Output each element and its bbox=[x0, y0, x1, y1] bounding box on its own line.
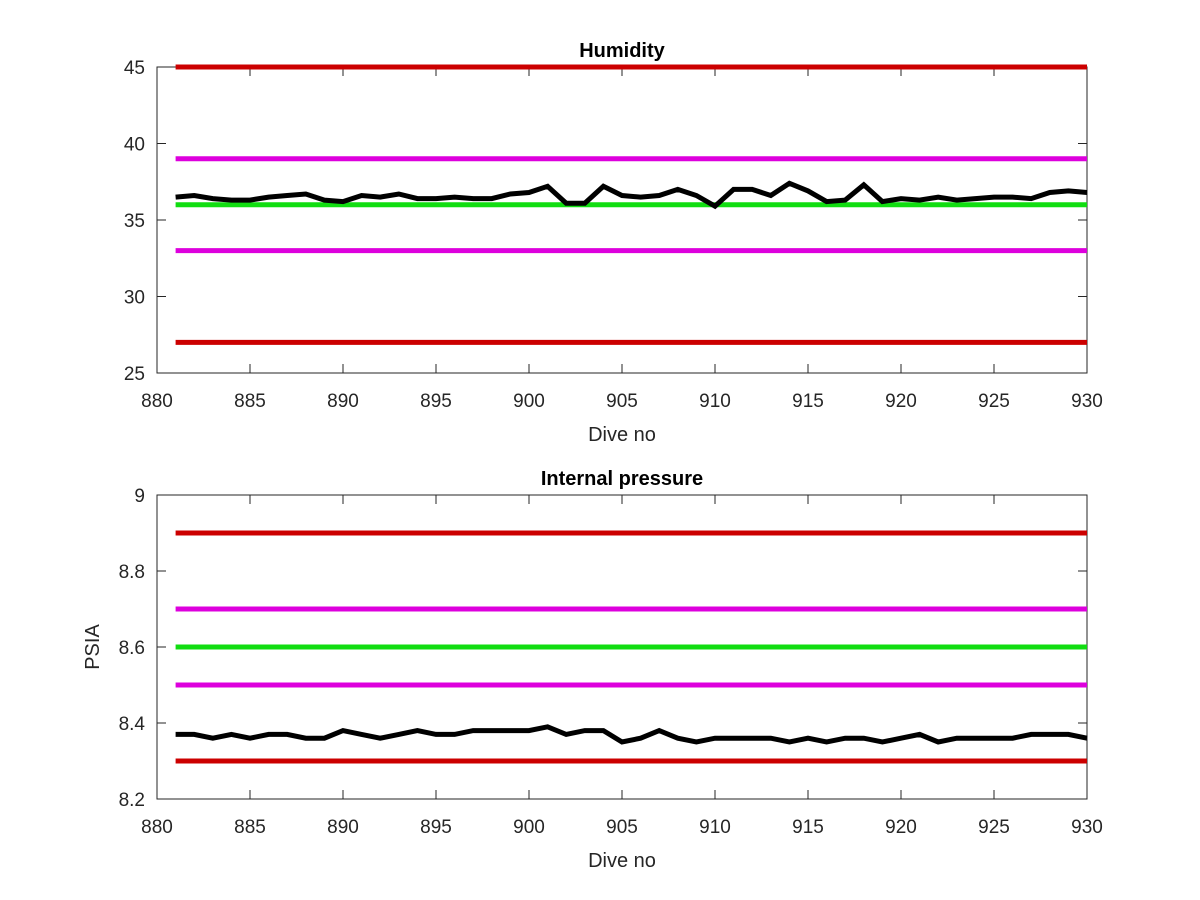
x-tick-label: 900 bbox=[513, 391, 545, 412]
x-tick-label: 895 bbox=[420, 391, 452, 412]
y-tick-label: 8.8 bbox=[119, 562, 145, 583]
x-tick-label: 920 bbox=[885, 817, 917, 838]
chart-panel-1: 880 885 890 895 900 905 910 915 920 925 930 25 30 35 4… bbox=[124, 40, 1103, 446]
x-tick-label: 895 bbox=[420, 817, 452, 838]
y-tick-label: 30 bbox=[124, 288, 145, 309]
y-tick-label: 40 bbox=[124, 135, 145, 156]
plot-frame bbox=[156, 66, 1088, 374]
x-tick-label: 900 bbox=[513, 817, 545, 838]
x-tick-label: 910 bbox=[699, 391, 731, 412]
y-tick-label: 8.4 bbox=[119, 714, 146, 735]
x-tick-label: 925 bbox=[978, 391, 1010, 412]
x-tick-label: 880 bbox=[141, 391, 173, 412]
y-axis-label: PSIA bbox=[82, 624, 104, 670]
x-tick-label: 915 bbox=[792, 391, 824, 412]
series-line-6 bbox=[175, 724, 1088, 745]
x-tick-label: 930 bbox=[1071, 817, 1103, 838]
y-tick-label: 45 bbox=[124, 58, 145, 79]
x-tick-label: 930 bbox=[1071, 391, 1103, 412]
x-tick-label: 910 bbox=[699, 817, 731, 838]
y-tick-label: 9 bbox=[134, 486, 145, 507]
x-axis-label: Dive no bbox=[588, 424, 656, 446]
x-tick-label: 905 bbox=[606, 391, 638, 412]
y-tick-label: 25 bbox=[124, 364, 145, 385]
series-line-6 bbox=[175, 180, 1088, 210]
x-axis-label: Dive no bbox=[588, 850, 656, 872]
y-tick-label: 8.6 bbox=[119, 638, 145, 659]
y-tick-label: 35 bbox=[124, 211, 145, 232]
chart-title: Humidity bbox=[579, 40, 665, 62]
x-tick-label: 905 bbox=[606, 817, 638, 838]
x-tick-label: 885 bbox=[234, 817, 266, 838]
chart-panel-2: 880 885 890 895 900 905 910 915 920 925 930 8.2 8.4 8… bbox=[82, 468, 1103, 872]
y-tick-label: 8.2 bbox=[119, 790, 145, 811]
x-tick-label: 925 bbox=[978, 817, 1010, 838]
x-tick-label: 880 bbox=[141, 817, 173, 838]
x-tick-label: 915 bbox=[792, 817, 824, 838]
chart-title: Internal pressure bbox=[541, 468, 703, 490]
x-tick-label: 890 bbox=[327, 391, 359, 412]
x-tick-label: 885 bbox=[234, 391, 266, 412]
x-tick-label: 890 bbox=[327, 817, 359, 838]
x-tick-label: 920 bbox=[885, 391, 917, 412]
